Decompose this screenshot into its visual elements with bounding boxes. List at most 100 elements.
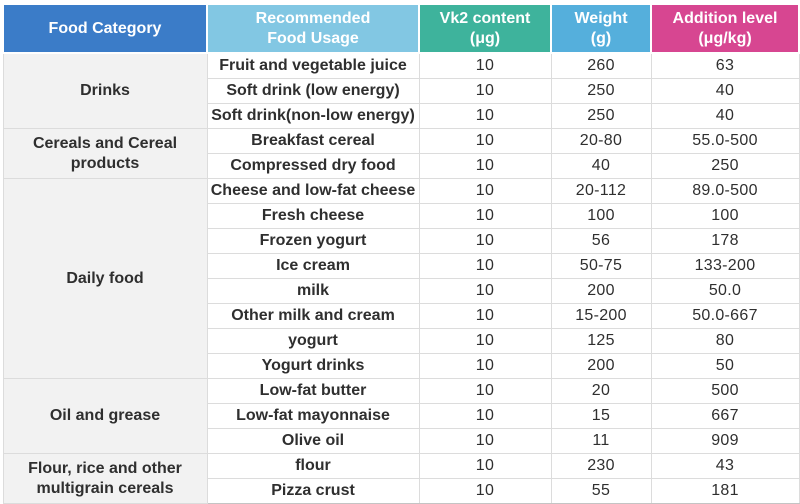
usage-cell: Low-fat mayonnaise <box>206 403 420 429</box>
weight-cell: 260 <box>550 52 652 79</box>
column-header-label-line2: Food Usage <box>267 29 359 47</box>
table-row: Soft drink(non-low energy) 10 250 40 <box>3 103 800 129</box>
column-header-unit: (μg) <box>469 29 501 47</box>
table-row: Oil and grease Low-fat butter 10 20 500 <box>2 378 800 454</box>
usage-cell: Low-fat butter <box>206 378 420 404</box>
usage-cell: Compressed dry food <box>206 153 420 179</box>
weight-cell: 250 <box>550 103 652 129</box>
column-header-label: Recommended <box>255 10 371 28</box>
table-row: Compressed dry food 10 40 250 <box>3 153 800 179</box>
usage-cell: Soft drink (low energy) <box>206 78 420 104</box>
table-row: Cereals and Cereal products Breakfast cer… <box>2 128 800 179</box>
column-header-label: Addition level <box>672 10 778 28</box>
addition-cell: 181 <box>650 478 800 504</box>
weight-cell: 50-75 <box>550 253 652 279</box>
category-cell: Oil and grease <box>2 378 208 454</box>
table-row: Flour, rice and other multigrain cereals… <box>2 453 800 504</box>
vk2-cell: 10 <box>418 403 552 429</box>
addition-cell: 909 <box>650 428 800 454</box>
vk2-cell: 10 <box>418 203 552 229</box>
category-cell: Daily food <box>2 178 208 379</box>
table-header: Food Category Recommended Food Usage Vk2… <box>2 3 800 54</box>
table-row: Yogurt drinks 10 200 50 <box>3 353 800 379</box>
addition-cell: 55.0-500 <box>650 128 800 154</box>
usage-cell: Frozen yogurt <box>206 228 420 254</box>
weight-cell: 11 <box>550 428 652 454</box>
column-header-label: Weight <box>574 10 628 28</box>
addition-cell: 63 <box>650 52 800 79</box>
column-header-addition-level: Addition level (μg/kg) <box>650 3 800 54</box>
weight-cell: 40 <box>550 153 652 179</box>
addition-cell: 89.0-500 <box>650 178 800 204</box>
column-header-weight: Weight (g) <box>550 3 652 54</box>
column-header-label: Vk2 content <box>439 10 531 28</box>
vk2-cell: 10 <box>418 378 552 404</box>
weight-cell: 125 <box>550 328 652 354</box>
addition-cell: 178 <box>650 228 800 254</box>
table-row: Ice cream 10 50-75 133-200 <box>3 253 800 279</box>
vk2-cell: 10 <box>418 303 552 329</box>
usage-cell: Ice cream <box>206 253 420 279</box>
vk2-cell: 10 <box>418 153 552 179</box>
vk2-cell: 10 <box>418 52 552 79</box>
vk2-cell: 10 <box>418 178 552 204</box>
category-cell: Cereals and Cereal products <box>2 128 208 179</box>
usage-cell: Yogurt drinks <box>206 353 420 379</box>
vk2-cell: 10 <box>418 453 552 479</box>
addition-cell: 100 <box>650 203 800 229</box>
addition-cell: 40 <box>650 78 800 104</box>
table-row: Olive oil 10 11 909 <box>3 428 800 454</box>
addition-cell: 250 <box>650 153 800 179</box>
usage-cell: Olive oil <box>206 428 420 454</box>
weight-cell: 20-112 <box>550 178 652 204</box>
usage-cell: Fruit and vegetable juice <box>206 52 420 79</box>
weight-cell: 15 <box>550 403 652 429</box>
table-row: milk 10 200 50.0 <box>3 278 800 304</box>
table-row: Fresh cheese 10 100 100 <box>3 203 800 229</box>
vk2-cell: 10 <box>418 278 552 304</box>
addition-cell: 43 <box>650 453 800 479</box>
table-row: Other milk and cream 10 15-200 50.0-667 <box>3 303 800 329</box>
column-header-unit: (μg/kg) <box>698 29 752 47</box>
usage-cell: Soft drink(non-low energy) <box>206 103 420 129</box>
addition-cell: 50.0 <box>650 278 800 304</box>
column-header-food-category: Food Category <box>2 3 208 54</box>
usage-cell: Fresh cheese <box>206 203 420 229</box>
vk2-cell: 10 <box>418 253 552 279</box>
category-cell: Flour, rice and other multigrain cereals <box>2 453 208 504</box>
column-header-label: Food Category <box>48 19 162 37</box>
table-body: Drinks Fruit and vegetable juice 10 260 63 So… <box>2 52 800 504</box>
food-table: Food Category Recommended Food Usage Vk2… <box>2 3 800 504</box>
usage-cell: Other milk and cream <box>206 303 420 329</box>
addition-cell: 50 <box>650 353 800 379</box>
addition-cell: 40 <box>650 103 800 129</box>
weight-cell: 15-200 <box>550 303 652 329</box>
category-cell: Drinks <box>2 52 208 129</box>
table-row: Drinks Fruit and vegetable juice 10 260 63 <box>2 52 800 129</box>
vk2-cell: 10 <box>418 228 552 254</box>
weight-cell: 20-80 <box>550 128 652 154</box>
table-row: Daily food Cheese and low-fat cheese 10 20-… <box>2 178 800 379</box>
vk2-cell: 10 <box>418 328 552 354</box>
table-row: Soft drink (low energy) 10 250 40 <box>3 78 800 104</box>
column-header-recommended-food-usage: Recommended Food Usage <box>206 3 420 54</box>
weight-cell: 200 <box>550 278 652 304</box>
addition-cell: 50.0-667 <box>650 303 800 329</box>
weight-cell: 20 <box>550 378 652 404</box>
weight-cell: 100 <box>550 203 652 229</box>
weight-cell: 230 <box>550 453 652 479</box>
addition-cell: 133-200 <box>650 253 800 279</box>
vk2-cell: 10 <box>418 478 552 504</box>
vk2-cell: 10 <box>418 353 552 379</box>
usage-cell: flour <box>206 453 420 479</box>
usage-cell: Pizza crust <box>206 478 420 504</box>
column-header-unit: (g) <box>590 29 612 47</box>
addition-cell: 80 <box>650 328 800 354</box>
vk2-cell: 10 <box>418 78 552 104</box>
header-row: Food Category Recommended Food Usage Vk2… <box>2 3 800 54</box>
table-row: yogurt 10 125 80 <box>3 328 800 354</box>
usage-cell: Breakfast cereal <box>206 128 420 154</box>
weight-cell: 56 <box>550 228 652 254</box>
vk2-cell: 10 <box>418 428 552 454</box>
vk2-cell: 10 <box>418 128 552 154</box>
